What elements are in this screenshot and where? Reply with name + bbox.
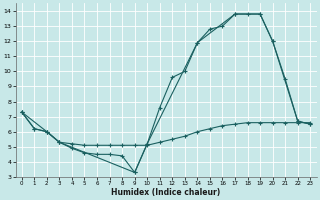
X-axis label: Humidex (Indice chaleur): Humidex (Indice chaleur) xyxy=(111,188,221,197)
